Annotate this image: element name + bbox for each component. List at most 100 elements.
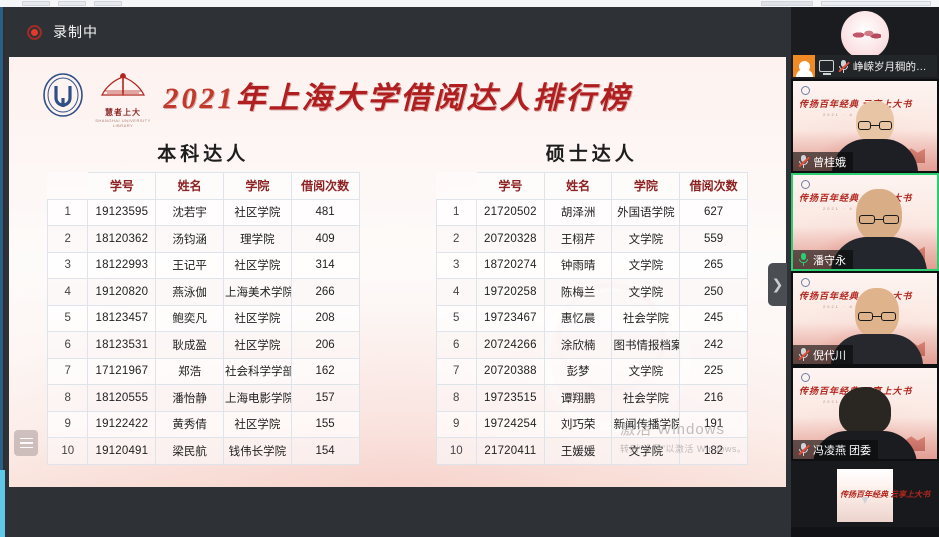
master-table-body: 1 21720502 胡泽洲 外国语学院 627 2 20720328 王栩芹 文学院 559 … [435,198,748,465]
cell-rank: 9 [46,410,89,438]
undergraduate-table-wrap: 本科达人 学号 姓名 学院 借阅次数 1 19123595 沈若宇 社区学院 481 2… [9,139,398,484]
cell-college: 上海美术学院 [222,278,292,306]
cell-name: 刘巧荣 [543,410,613,438]
ranking-tables: 本科达人 学号 姓名 学院 借阅次数 1 19123595 沈若宇 社区学院 481 2… [9,139,786,484]
cell-rank: 3 [46,251,89,279]
cell-college: 社区学院 [222,331,292,359]
library-logo-text: 慧者上大 [105,108,141,117]
cell-student-id: 18120555 [87,384,157,412]
cell-college: 理学院 [222,225,292,253]
participant-name: 倪代川 [813,349,846,362]
table-row: 4 19720258 陈梅兰 文学院 250 [435,278,748,306]
screen-share-name: 峥嵘岁月稠的屏... [853,60,936,73]
cell-student-id: 19120820 [87,278,157,306]
poster-title-partial: 传扬百年经典 云享上大书 [840,490,930,499]
cell-student-id: 18122993 [87,251,157,279]
cell-name: 陈梅兰 [543,278,613,306]
chrome-button-3[interactable] [94,1,122,6]
col-borrow-count: 借阅次数 [679,172,748,200]
cell-rank: 4 [46,278,89,306]
slide-header: 慧者上大 SHANGHAI UNIVERSITY LIBRARY 2021年上海… [9,57,786,131]
cell-name: 沈若宇 [155,198,224,226]
list-menu-icon[interactable] [14,430,38,456]
poster-date: 2021 · 4 · 23 [823,112,872,117]
cell-count: 155 [290,410,360,438]
participant-name: 冯凌燕 团委 [813,444,872,457]
cell-name: 王栩芹 [543,225,613,253]
cell-name: 郑浩 [155,357,224,385]
cell-college: 钱伟长学院 [222,437,292,465]
master-table: 学号 姓名 学院 借阅次数 1 21720502 胡泽洲 外国语学院 627 2 2072… [435,172,748,465]
cell-count: 182 [679,437,748,465]
chrome-button-2[interactable] [58,1,86,6]
chevron-down-icon[interactable]: ▾ [861,491,869,507]
screen-share-thumbnail [841,11,889,59]
cell-name: 胡泽洲 [543,198,613,226]
video-background: 传扬百年经典 云享上大书 [837,469,930,522]
participant-namebar: 曾桂娥 [793,152,853,171]
chrome-button-1[interactable] [22,1,50,6]
participant-tile[interactable]: 传扬百年经典 云享上大书 2021 · 4 · 23 倪代川 [791,271,939,366]
cell-count: 208 [290,304,360,332]
cell-count: 265 [679,251,748,279]
cell-college: 上海电影学院 [222,384,292,412]
participant-rail[interactable]: 峥嵘岁月稠的屏... 传扬百年经典 云享上大书 2021 · 4 · 23 曾桂… [791,7,939,537]
table-row: 9 19122422 黄秀倩 社区学院 155 [46,410,360,438]
cell-college: 文学院 [611,278,681,306]
cell-rank: 5 [435,304,477,332]
table-row: 1 21720502 胡泽洲 外国语学院 627 [435,198,748,226]
cell-name: 钟雨晴 [543,251,613,279]
slide-title: 2021年上海大学借阅达人排行榜 [9,73,786,117]
participant-tile-active-speaker[interactable]: 传扬百年经典 云享上大书 2021 · 4 · 23 潘守永 [791,173,939,271]
participant-tile[interactable]: 传扬百年经典 云享上大书 2021 · 4 · 23 冯凌燕 团委 [791,366,939,461]
cell-student-id: 19723515 [475,384,545,412]
cell-student-id: 21720411 [475,437,545,465]
cell-college: 社会学院 [611,384,681,412]
cell-name: 惠忆晨 [543,304,613,332]
cell-student-id: 20720328 [475,225,545,253]
cell-college: 社区学院 [222,198,292,226]
undergraduate-table: 学号 姓名 学院 借阅次数 1 19123595 沈若宇 社区学院 481 2 18120… [46,172,360,465]
undergraduate-table-body: 1 19123595 沈若宇 社区学院 481 2 18120362 汤钧涵 理学院 409 3… [46,198,360,465]
tile-screen-share[interactable]: 峥嵘岁月稠的屏... [791,7,939,79]
cell-rank: 7 [46,357,89,385]
cell-rank: 1 [46,198,89,226]
cell-rank: 2 [46,225,89,253]
master-table-caption: 硕士达人 [545,144,638,165]
cell-rank: 8 [46,384,89,412]
cell-count: 559 [679,225,748,253]
participant-tile[interactable]: 传扬百年经典 云享上大书 2021 · 4 · 23 曾桂娥 [791,79,939,173]
table-header-row: 学号 姓名 学院 借阅次数 [47,172,360,200]
microphone-muted-icon [798,443,810,456]
collapse-panel-chevron-right-icon[interactable]: ❯ [768,263,787,306]
table-row: 5 18123457 鲍奕凡 社区学院 208 [46,304,360,332]
col-student-id: 学号 [87,172,157,200]
participant-name: 潘守永 [813,254,846,267]
book-logo-icon [101,73,145,96]
cell-college: 社会学院 [611,304,681,332]
participant-namebar: 倪代川 [793,345,853,364]
cell-student-id: 20724266 [475,331,545,359]
table-header-row: 学号 姓名 学院 借阅次数 [436,172,748,200]
cell-count: 216 [679,384,748,412]
university-emblem-icon [43,73,83,117]
cell-rank: 10 [46,437,89,465]
cell-rank: 10 [435,437,477,465]
cell-college: 外国语学院 [611,198,681,226]
microphone-muted-icon [838,59,850,73]
poster-title: 传扬百年经典 云享上大书 [799,291,913,301]
cell-count: 157 [290,384,360,412]
undergraduate-table-caption: 本科达人 [157,144,250,165]
table-row: 2 20720328 王栩芹 文学院 559 [435,225,748,253]
chrome-button-4[interactable] [761,1,813,6]
col-college: 学院 [611,172,681,200]
participant-tile-partial[interactable]: 传扬百年经典 云享上大书 ▾ [791,461,939,524]
participant-namebar: 冯凌燕 团委 [793,440,879,459]
cell-student-id: 21720502 [475,198,545,226]
chrome-button-5[interactable] [821,1,931,6]
cell-student-id: 19723467 [475,304,545,332]
cell-count: 481 [290,198,360,226]
cell-name: 王记平 [155,251,224,279]
cell-student-id: 18120362 [87,225,157,253]
